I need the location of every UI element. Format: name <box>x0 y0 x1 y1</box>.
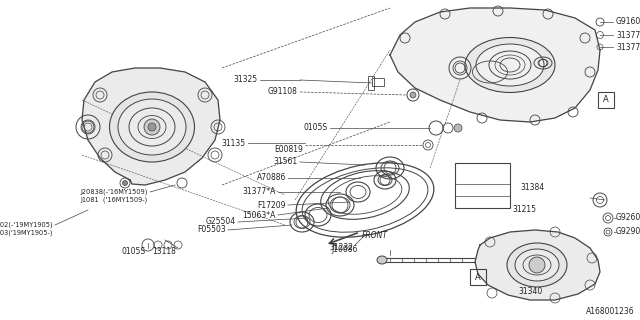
Text: F05503: F05503 <box>197 226 226 235</box>
Text: F17209: F17209 <box>257 201 286 210</box>
Text: G91606: G91606 <box>616 18 640 27</box>
Text: A: A <box>603 95 609 105</box>
Text: 15063*A: 15063*A <box>243 211 276 220</box>
Circle shape <box>454 124 462 132</box>
Circle shape <box>148 123 156 131</box>
Text: 31325: 31325 <box>234 76 258 84</box>
Circle shape <box>122 180 127 186</box>
Text: G25504: G25504 <box>206 218 236 227</box>
Circle shape <box>144 119 160 135</box>
Text: 31384: 31384 <box>520 183 544 193</box>
Text: J10686: J10686 <box>332 245 358 254</box>
Text: FRONT: FRONT <box>362 231 388 241</box>
Polygon shape <box>475 230 600 300</box>
Text: 31135: 31135 <box>222 139 246 148</box>
Bar <box>372 78 384 86</box>
Polygon shape <box>82 68 220 185</box>
Text: A70886: A70886 <box>257 173 286 182</box>
Ellipse shape <box>465 37 555 92</box>
Ellipse shape <box>118 99 186 155</box>
Text: 31215: 31215 <box>512 205 536 214</box>
Ellipse shape <box>507 243 567 287</box>
Circle shape <box>410 92 416 98</box>
Text: 0105S: 0105S <box>122 247 146 257</box>
Text: 31377*B: 31377*B <box>616 43 640 52</box>
Text: G74703('19MY1905-): G74703('19MY1905-) <box>0 230 53 236</box>
Text: G92906: G92906 <box>616 228 640 236</box>
Text: A: A <box>475 273 481 282</box>
Text: 31561: 31561 <box>274 157 298 166</box>
Text: G74702(-'19MY1905): G74702(-'19MY1905) <box>0 222 53 228</box>
Text: G92606: G92606 <box>616 213 640 222</box>
Ellipse shape <box>109 92 195 162</box>
Text: 13118: 13118 <box>152 247 176 257</box>
Bar <box>470 269 486 285</box>
Ellipse shape <box>377 256 387 264</box>
Text: J1081  ('16MY1509-): J1081 ('16MY1509-) <box>81 197 148 203</box>
Bar <box>368 76 374 90</box>
Text: 31377*A: 31377*A <box>243 188 276 196</box>
Circle shape <box>529 257 545 273</box>
Ellipse shape <box>515 249 559 281</box>
Text: 31232: 31232 <box>329 244 353 252</box>
Ellipse shape <box>476 44 544 86</box>
Bar <box>455 163 510 208</box>
Text: E00819: E00819 <box>274 146 303 155</box>
Text: G91108: G91108 <box>268 87 298 97</box>
Text: 31340: 31340 <box>518 287 542 297</box>
Text: J20838(-'16MY1509): J20838(-'16MY1509) <box>81 189 148 195</box>
Polygon shape <box>390 8 600 122</box>
Text: 0105S: 0105S <box>304 124 328 132</box>
Bar <box>598 92 614 108</box>
Text: 31377*B: 31377*B <box>616 30 640 39</box>
Text: A168001236: A168001236 <box>586 308 635 316</box>
